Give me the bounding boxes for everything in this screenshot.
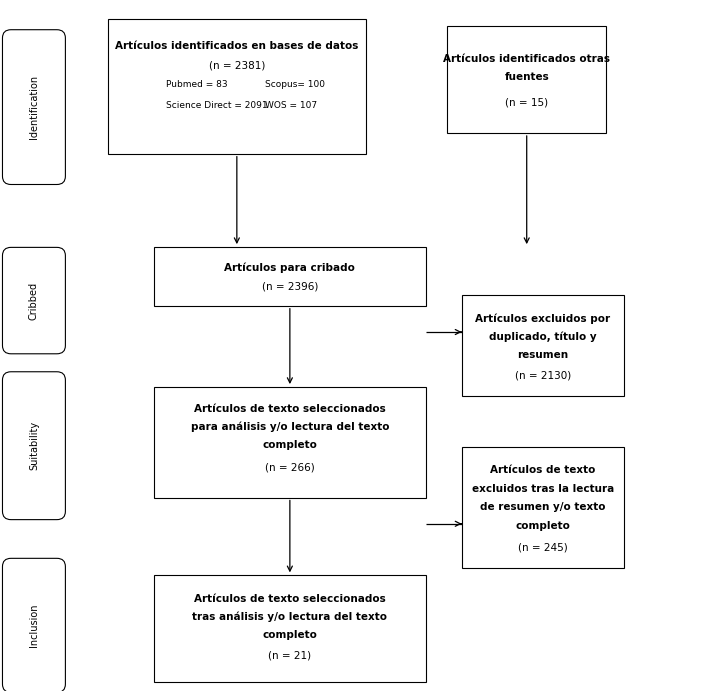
Text: excluidos tras la lectura: excluidos tras la lectura [472, 484, 614, 493]
Text: tras análisis y/o lectura del texto: tras análisis y/o lectura del texto [192, 612, 387, 623]
FancyBboxPatch shape [153, 387, 426, 498]
Text: Suitability: Suitability [29, 421, 39, 471]
FancyBboxPatch shape [153, 247, 426, 305]
Text: Science Direct = 2091: Science Direct = 2091 [166, 101, 268, 111]
Text: Identification: Identification [29, 75, 39, 139]
Text: completo: completo [515, 521, 571, 531]
Text: Artículos excluidos por: Artículos excluidos por [475, 314, 611, 325]
Text: (n = 266): (n = 266) [265, 462, 315, 472]
Text: de resumen y/o texto: de resumen y/o texto [480, 502, 606, 512]
FancyBboxPatch shape [462, 296, 624, 395]
Text: (n = 2381): (n = 2381) [209, 61, 265, 70]
FancyBboxPatch shape [3, 372, 65, 520]
Text: para análisis y/o lectura del texto: para análisis y/o lectura del texto [191, 422, 389, 433]
FancyBboxPatch shape [447, 26, 606, 133]
FancyBboxPatch shape [3, 30, 65, 184]
Text: Inclusion: Inclusion [29, 604, 39, 647]
Text: Artículos de texto seleccionados: Artículos de texto seleccionados [194, 594, 386, 604]
FancyBboxPatch shape [3, 247, 65, 354]
Text: resumen: resumen [518, 350, 568, 360]
Text: (n = 245): (n = 245) [518, 543, 568, 553]
Text: Artículos identificados otras: Artículos identificados otras [443, 54, 610, 64]
Text: Artículos para cribado: Artículos para cribado [224, 262, 356, 273]
Text: (n = 21): (n = 21) [269, 650, 311, 660]
Text: Cribbed: Cribbed [29, 281, 39, 320]
Text: fuentes: fuentes [504, 73, 549, 82]
Text: (n = 15): (n = 15) [506, 97, 548, 107]
Text: duplicado, título y: duplicado, título y [489, 332, 597, 343]
Text: Artículos de texto: Artículos de texto [490, 465, 596, 475]
Text: WOS = 107: WOS = 107 [265, 101, 317, 111]
FancyBboxPatch shape [153, 575, 426, 683]
FancyBboxPatch shape [462, 448, 624, 568]
FancyBboxPatch shape [108, 19, 366, 154]
Text: completo: completo [262, 440, 317, 450]
Text: Pubmed = 83: Pubmed = 83 [166, 79, 228, 89]
FancyBboxPatch shape [3, 558, 65, 691]
Text: Artículos identificados en bases de datos: Artículos identificados en bases de dato… [115, 41, 358, 51]
Text: (n = 2130): (n = 2130) [515, 371, 571, 381]
Text: Artículos de texto seleccionados: Artículos de texto seleccionados [194, 404, 386, 414]
Text: completo: completo [262, 630, 317, 640]
Text: Scopus= 100: Scopus= 100 [265, 79, 325, 89]
Text: (n = 2396): (n = 2396) [262, 282, 318, 292]
